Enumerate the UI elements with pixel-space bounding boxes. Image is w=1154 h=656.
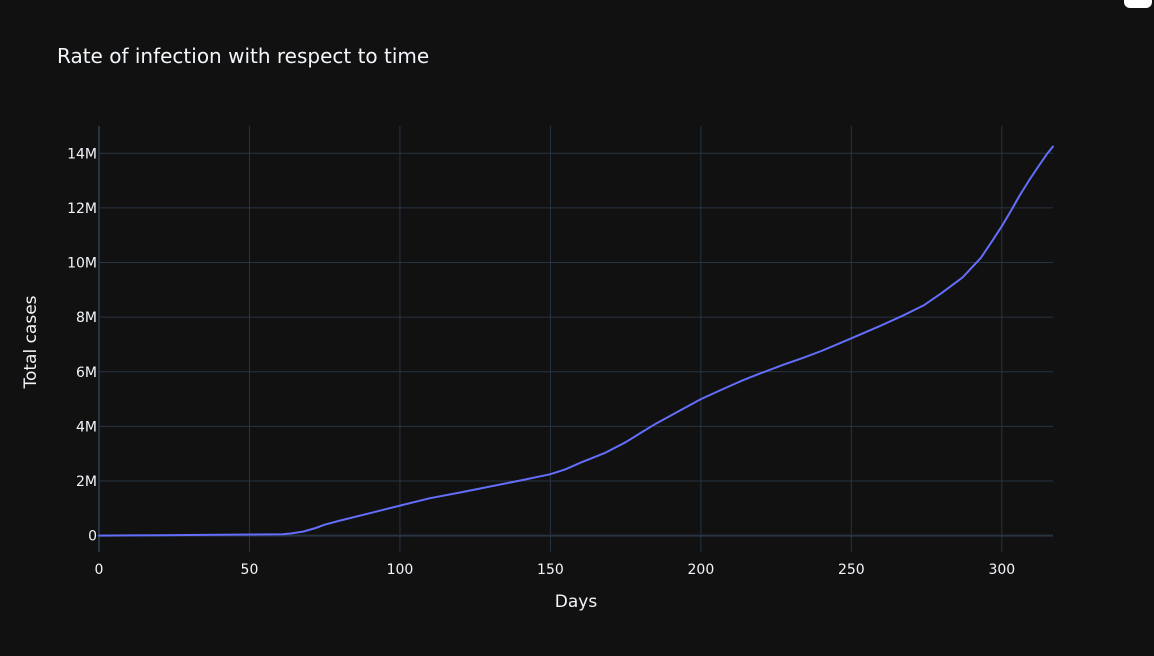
y-tick-label: 12M [67, 201, 97, 217]
series-line [98, 145, 1054, 537]
y-gridlines [99, 152, 1053, 537]
y-tick-label: 10M [67, 256, 97, 272]
modebar-button[interactable] [1124, 0, 1152, 8]
x-tick-label: 300 [988, 562, 1015, 578]
y-tick-label: 8M [76, 310, 97, 326]
y-tick-label: 0 [88, 529, 97, 545]
x-tick-label: 150 [537, 562, 564, 578]
x-axis-title: Days [555, 592, 598, 612]
x-tick-label: 0 [95, 562, 104, 578]
y-tick-label: 2M [76, 474, 97, 490]
x-tick-label: 100 [387, 562, 414, 578]
y-tick-labels: 0 2M 4M 6M 8M 10M 12M 14M [67, 146, 97, 544]
x-tick-label: 50 [241, 562, 259, 578]
series-group [98, 145, 1054, 537]
x-tick-label: 250 [838, 562, 865, 578]
y-tick-label: 4M [76, 419, 97, 435]
y-tick-label: 6M [76, 365, 97, 381]
y-axis-title: Total cases [21, 295, 41, 389]
y-tick-label: 14M [67, 146, 97, 162]
chart-title: Rate of infection with respect to time [57, 44, 429, 68]
x-tick-label: 200 [688, 562, 715, 578]
x-tick-labels: 0 50 100 150 200 250 300 [95, 562, 1016, 578]
